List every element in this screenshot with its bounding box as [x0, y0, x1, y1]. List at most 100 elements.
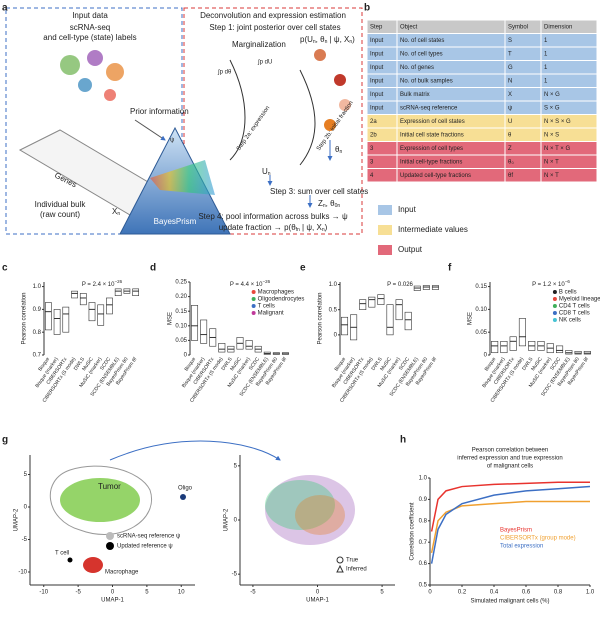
y-tick-label: 0 — [184, 353, 188, 359]
table-text: Initial cell state fractions — [400, 132, 464, 138]
y-tick-label: 0.5 — [329, 307, 338, 313]
box — [491, 341, 499, 354]
box — [395, 299, 403, 321]
table-text: Input — [370, 38, 384, 44]
y-tick-label: 0.5 — [419, 583, 428, 589]
sc-umap — [60, 50, 124, 101]
text: Oligo — [178, 486, 193, 492]
text: Macrophage — [105, 570, 139, 576]
table-text: N × S — [544, 132, 559, 138]
x-axis-label: UMAP-1 — [306, 598, 329, 604]
text: θn — [335, 145, 342, 155]
table-text: Initial cell-type fractions — [400, 159, 462, 165]
panel-label: b — [364, 3, 370, 14]
box — [359, 299, 367, 310]
table-text: Input — [370, 78, 384, 84]
p-exp: −6 — [565, 279, 571, 284]
table-text: S — [508, 38, 512, 44]
legend-label: Output — [398, 245, 423, 254]
table-text: Bulk matrix — [400, 92, 430, 98]
y-tick-label: 0.10 — [175, 323, 187, 329]
legend-label: Oligodendrocytes — [258, 297, 305, 303]
p-value: P = 4.4 × 10−26 — [230, 279, 271, 287]
cells-right — [265, 475, 355, 545]
text: ψ — [170, 138, 174, 144]
table-cell — [540, 73, 598, 88]
y-axis-label: MSE — [468, 312, 474, 325]
p-value: P = 0.026 — [387, 282, 413, 288]
y-tick-label: 0.7 — [419, 540, 428, 546]
table-text: N × T × G — [544, 146, 570, 152]
text: Prior information — [130, 107, 189, 116]
table-text: Input — [370, 92, 384, 98]
y-tick-label: 0.25 — [175, 280, 187, 286]
table-header: Symbol — [508, 24, 528, 30]
x-tick-label: 0.2 — [458, 590, 467, 596]
x-tick-label: -10 — [39, 590, 48, 596]
curve — [229, 59, 246, 161]
table-text: θ — [508, 132, 512, 138]
table-text: 1 — [544, 51, 548, 57]
box — [368, 296, 376, 308]
y-tick-label: 0.6 — [419, 561, 428, 567]
text: Step 4: pool information across bulks → … — [198, 212, 348, 221]
box — [341, 316, 349, 336]
legend-label: CD8 T cells — [559, 311, 590, 317]
text: Un — [262, 167, 271, 177]
arrow — [134, 119, 166, 141]
table-cell — [540, 60, 598, 75]
text: Updated reference ψ — [117, 544, 173, 550]
decon-box — [183, 7, 363, 235]
y-tick-label: 1.0 — [419, 476, 428, 482]
series-line — [430, 500, 590, 554]
table-text: ψ — [508, 105, 512, 111]
table-text: 1 — [544, 38, 548, 44]
table-text: θ₀ — [508, 159, 514, 165]
y-tick-label: 0.9 — [419, 497, 428, 503]
legend-label: Macrophages — [258, 290, 294, 296]
arrow — [109, 440, 281, 461]
y-tick-label: 5 — [24, 472, 28, 478]
legend-label: T cells — [258, 304, 275, 310]
panel-label: e — [300, 263, 306, 274]
text: Individual bulk — [35, 200, 87, 209]
box — [509, 336, 517, 351]
table-text: 1 — [544, 78, 548, 84]
panel-label: g — [2, 435, 8, 446]
legend-label: Total expression — [500, 544, 543, 550]
oligo-cells — [180, 494, 186, 500]
x-tick-label: 0 — [428, 590, 432, 596]
table-text: Updated cell-type fractions — [400, 173, 471, 179]
y-tick-label: 0.15 — [175, 309, 187, 315]
table-text: θf — [508, 173, 513, 179]
table-header: Object — [400, 24, 418, 30]
p-text: P = 0.026 — [387, 282, 413, 288]
t-cell — [67, 557, 73, 563]
box — [422, 285, 430, 290]
text: Marginalization — [232, 40, 286, 49]
p-value: P = 2.4 × 10−26 — [82, 279, 123, 287]
p-exp: −26 — [114, 279, 122, 284]
y-tick-label: 0.8 — [33, 330, 42, 336]
table-text: No. of bulk samples — [400, 78, 453, 84]
table-text: Expression of cell states — [400, 119, 465, 125]
text: Deconvolution and expression estimation — [200, 11, 346, 20]
text: BayesPrism — [154, 217, 197, 226]
box — [404, 311, 412, 331]
y-tick-label: 0.05 — [475, 330, 487, 336]
panel-label: h — [400, 435, 406, 446]
legend-dot — [251, 304, 256, 308]
panel-label: c — [2, 263, 8, 274]
legend-dot — [552, 297, 557, 301]
table-text: Z — [508, 146, 512, 152]
legend-label: CD4 T cells — [559, 304, 590, 310]
panel-label: f — [448, 263, 452, 274]
p-text: P = 4.4 × 10 — [230, 282, 263, 288]
table-text: S × G — [544, 105, 560, 111]
table-text: T — [508, 51, 512, 57]
box — [97, 304, 105, 326]
table-text: Expression of cell types — [400, 146, 463, 152]
x-tick-label: 10 — [178, 590, 185, 596]
y-tick-label: 1.0 — [33, 284, 42, 290]
spectrum — [150, 160, 215, 195]
